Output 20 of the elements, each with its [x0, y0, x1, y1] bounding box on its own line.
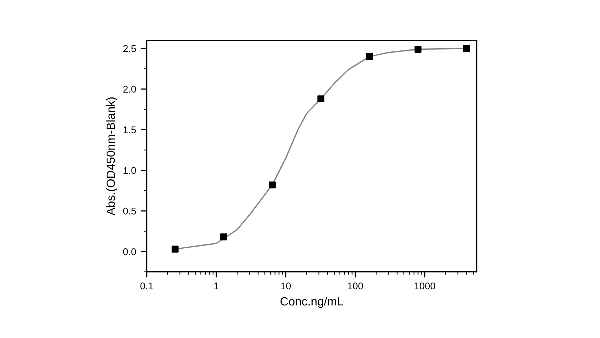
- x-tick-label: 1000: [414, 282, 436, 290]
- point: [414, 46, 422, 53]
- point: [269, 182, 276, 189]
- y-tick-label: 0.0: [123, 248, 136, 256]
- point: [318, 96, 325, 103]
- x-tick-label: 10: [281, 282, 292, 290]
- y-tick-label: 0.5: [123, 208, 136, 215]
- x-tick-label: 100: [348, 282, 364, 290]
- x-tick-label: 0.1: [140, 282, 154, 290]
- point: [366, 53, 374, 60]
- point: [220, 234, 228, 241]
- point: [463, 45, 470, 52]
- point: [172, 246, 179, 253]
- y-tick-label: 2.0: [124, 86, 136, 93]
- y-tick-label: 1.5: [124, 126, 136, 134]
- x-axis-title: Conc.ng/mL: [280, 297, 344, 308]
- y-tick-label: 1.0: [124, 167, 136, 174]
- y-axis-title: Abs.(OD450nm-Blank): [106, 98, 118, 216]
- y-tick-label: 2.5: [124, 45, 136, 52]
- x-tick-label: 1: [214, 282, 219, 290]
